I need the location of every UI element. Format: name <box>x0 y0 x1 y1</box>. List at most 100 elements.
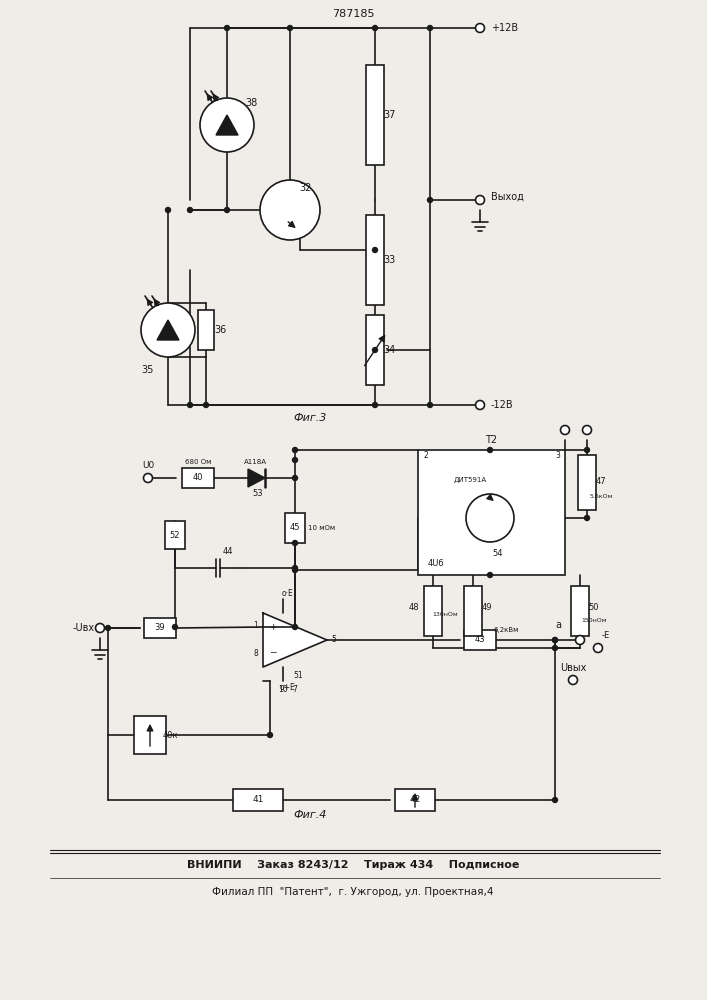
Circle shape <box>141 303 195 357</box>
Bar <box>464 586 482 636</box>
Bar <box>366 315 384 385</box>
Circle shape <box>585 516 590 520</box>
Text: 130нОм: 130нОм <box>432 612 458 617</box>
Text: Uвых: Uвых <box>560 663 586 673</box>
Text: 3: 3 <box>555 450 560 460</box>
Text: 48: 48 <box>409 603 419 612</box>
Text: а: а <box>555 620 561 630</box>
Text: 6,2кВм: 6,2кВм <box>493 627 519 633</box>
Text: o·E: o·E <box>281 588 293 597</box>
Circle shape <box>105 626 110 631</box>
Text: 37: 37 <box>382 110 395 120</box>
Text: 10: 10 <box>278 684 288 694</box>
Text: 43: 43 <box>474 636 485 645</box>
Text: 41: 41 <box>252 796 264 804</box>
Text: 35: 35 <box>142 365 154 375</box>
Text: 787185: 787185 <box>332 9 374 19</box>
Circle shape <box>561 426 570 434</box>
Circle shape <box>552 646 558 650</box>
Bar <box>418 450 564 574</box>
Bar <box>464 630 496 650</box>
Circle shape <box>575 636 585 645</box>
Circle shape <box>476 196 484 205</box>
Text: 150нОм: 150нОм <box>581 618 607 624</box>
Text: 50: 50 <box>589 603 600 612</box>
Circle shape <box>476 400 484 410</box>
Bar <box>198 310 214 350</box>
Circle shape <box>373 25 378 30</box>
Circle shape <box>552 638 558 643</box>
Text: 39: 39 <box>155 624 165 633</box>
Circle shape <box>552 638 558 643</box>
Text: ВНИИПИ    Заказ 8243/12    Тираж 434    Подписное: ВНИИПИ Заказ 8243/12 Тираж 434 Подписное <box>187 860 519 870</box>
Circle shape <box>225 25 230 30</box>
Polygon shape <box>216 115 238 135</box>
Circle shape <box>583 426 592 434</box>
Text: -12В: -12В <box>491 400 513 410</box>
Text: 52: 52 <box>170 530 180 540</box>
Text: 8: 8 <box>253 648 258 658</box>
Text: 45: 45 <box>290 524 300 532</box>
Text: 51: 51 <box>293 670 303 680</box>
Text: +: + <box>269 622 276 632</box>
Circle shape <box>288 25 293 30</box>
Text: 44: 44 <box>223 548 233 556</box>
Text: 49: 49 <box>481 603 492 612</box>
Circle shape <box>187 402 192 408</box>
Circle shape <box>187 208 192 213</box>
Circle shape <box>428 198 433 202</box>
Text: 5.6кОм: 5.6кОм <box>590 493 613 498</box>
Bar <box>395 789 435 811</box>
Circle shape <box>373 402 378 408</box>
Text: 32: 32 <box>299 183 311 193</box>
Circle shape <box>267 732 272 738</box>
Bar <box>571 586 589 636</box>
Text: 680 Ом: 680 Ом <box>185 459 211 465</box>
Text: 34: 34 <box>383 345 395 355</box>
Circle shape <box>466 494 514 542</box>
Text: -Uвх: -Uвх <box>73 623 95 633</box>
Circle shape <box>293 566 298 570</box>
Circle shape <box>165 208 170 213</box>
Text: 5: 5 <box>331 636 336 645</box>
Text: 4Uб: 4Uб <box>428 558 444 568</box>
Text: 1: 1 <box>253 621 258 631</box>
Circle shape <box>200 98 254 152</box>
Circle shape <box>204 402 209 408</box>
Bar <box>578 454 596 510</box>
Text: А118А: А118А <box>243 459 267 465</box>
Polygon shape <box>263 613 327 667</box>
Circle shape <box>144 474 153 483</box>
Circle shape <box>373 348 378 353</box>
Text: ДИТ591А: ДИТ591А <box>453 477 486 483</box>
Circle shape <box>293 568 298 572</box>
Text: U0: U0 <box>142 462 154 471</box>
Text: 7: 7 <box>293 684 298 694</box>
Text: 40к: 40к <box>163 730 179 740</box>
Text: 33: 33 <box>383 255 395 265</box>
Circle shape <box>488 448 493 452</box>
Bar <box>165 521 185 549</box>
Text: -E: -E <box>602 632 610 641</box>
Circle shape <box>488 572 493 578</box>
Circle shape <box>428 25 433 30</box>
Bar <box>285 513 305 543</box>
Text: 2: 2 <box>423 450 428 460</box>
Circle shape <box>293 476 298 481</box>
Circle shape <box>428 402 433 408</box>
Text: 54: 54 <box>493 550 503 558</box>
Text: +12В: +12В <box>491 23 518 33</box>
Text: 40: 40 <box>193 474 203 483</box>
Circle shape <box>593 644 602 652</box>
Circle shape <box>225 208 230 213</box>
Text: Филиал ПП  "Патент",  г. Ужгород, ул. Проектная,4: Филиал ПП "Патент", г. Ужгород, ул. Прое… <box>212 887 493 897</box>
Circle shape <box>293 624 298 630</box>
Circle shape <box>173 624 177 630</box>
Circle shape <box>260 180 320 240</box>
Text: 53: 53 <box>252 488 263 497</box>
Text: Выход: Выход <box>491 192 524 202</box>
Circle shape <box>95 624 105 633</box>
Text: −: − <box>269 648 276 656</box>
Bar <box>366 65 384 165</box>
Text: o+E: o+E <box>279 682 295 692</box>
